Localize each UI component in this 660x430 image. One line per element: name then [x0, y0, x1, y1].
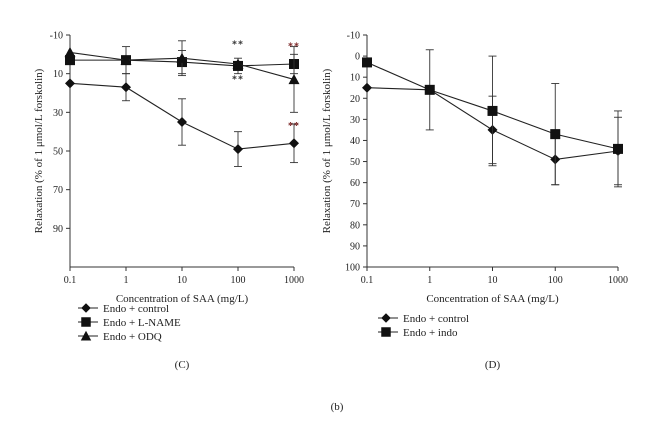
marker-square [424, 84, 435, 95]
significance-marker: ** [232, 40, 244, 51]
x-tick-label: 10 [177, 275, 187, 286]
marker-diamond [289, 138, 299, 149]
y-axis-title: Relaxation (% of 1 μmol/L forskolin) [33, 68, 45, 233]
legend-item: Endo + L-NAME [78, 317, 181, 329]
significance-marker: ** [288, 121, 300, 132]
y-tick-label: 90 [53, 224, 63, 235]
marker-square [81, 317, 91, 327]
x-tick-label: 0.1 [64, 275, 77, 286]
significance-marker: ** [232, 74, 244, 85]
marker-triangle [176, 52, 188, 63]
legend-label: Endo + L-NAME [103, 317, 181, 329]
y-tick-label: 90 [350, 241, 360, 252]
series-endo-control [65, 73, 299, 167]
y-tick-label: 0 [355, 52, 360, 63]
y-tick-label: 20 [350, 94, 360, 105]
marker-diamond [362, 82, 372, 93]
marker-triangle [64, 46, 76, 58]
x-axis-title: Concentration of SAA (mg/L) [116, 293, 249, 305]
y-tick-label: -10 [347, 31, 360, 42]
y-tick-label: 30 [350, 115, 360, 126]
marker-square [613, 143, 623, 154]
y-tick-label: 80 [350, 220, 360, 231]
legend-label: Endo + indo [403, 327, 458, 339]
y-tick-label: 30 [53, 108, 63, 119]
legend-item: Endo + control [378, 313, 469, 325]
legend-label: Endo + control [403, 313, 469, 325]
marker-square [487, 105, 498, 116]
legend-item: Endo + indo [378, 327, 458, 339]
legend-label: Endo + control [103, 303, 169, 315]
marker-diamond [177, 117, 187, 127]
y-axis-title: Relaxation (% of 1 μmol/L forskolin) [321, 68, 333, 233]
x-tick-label: 100 [548, 275, 563, 286]
legend-item: Endo + control [78, 303, 169, 315]
y-tick-label: 40 [350, 136, 360, 147]
figure-label: (b) [331, 401, 344, 413]
y-tick-label: -10 [50, 31, 63, 42]
y-tick-label: 10 [53, 69, 63, 80]
marker-diamond [81, 303, 91, 313]
y-tick-label: 70 [350, 199, 360, 210]
x-axis-title: Concentration of SAA (mg/L) [426, 293, 559, 305]
x-tick-label: 1000 [284, 275, 304, 286]
panel-label: (C) [175, 359, 190, 371]
series-endo-indo [362, 49, 623, 188]
series-endo-odq [64, 40, 300, 113]
x-tick-label: 100 [231, 275, 246, 286]
marker-square [362, 57, 372, 68]
marker-square [381, 327, 391, 337]
marker-triangle [80, 330, 92, 341]
y-tick-label: 100 [345, 263, 360, 274]
y-tick-label: 10 [350, 73, 360, 84]
marker-square [65, 55, 75, 66]
marker-diamond [121, 82, 131, 93]
chart-panel-c: -10 10 30 50 70 90 0.1 1 10 100 1000 Concentration … [33, 31, 304, 372]
marker-triangle [120, 54, 132, 65]
x-tick-label: 10 [488, 275, 498, 286]
x-tick-label: 1000 [608, 275, 628, 286]
x-tick-label: 1 [124, 275, 129, 286]
marker-diamond [233, 144, 243, 155]
marker-diamond [381, 313, 391, 323]
y-tick-label: 60 [350, 178, 360, 189]
marker-square [550, 129, 561, 140]
significance-marker: ** [288, 42, 300, 53]
x-tick-label: 0.1 [361, 275, 374, 286]
panel-label: (D) [485, 359, 501, 371]
legend-item: Endo + ODQ [78, 330, 162, 343]
marker-diamond [65, 78, 75, 89]
x-tick-label: 1 [427, 275, 432, 286]
y-tick-label: 70 [53, 185, 63, 196]
y-tick-label: 50 [53, 147, 63, 158]
legend-label: Endo + ODQ [103, 331, 162, 343]
marker-triangle [232, 58, 244, 69]
marker-triangle [288, 73, 300, 85]
y-tick-label: 50 [350, 157, 360, 168]
